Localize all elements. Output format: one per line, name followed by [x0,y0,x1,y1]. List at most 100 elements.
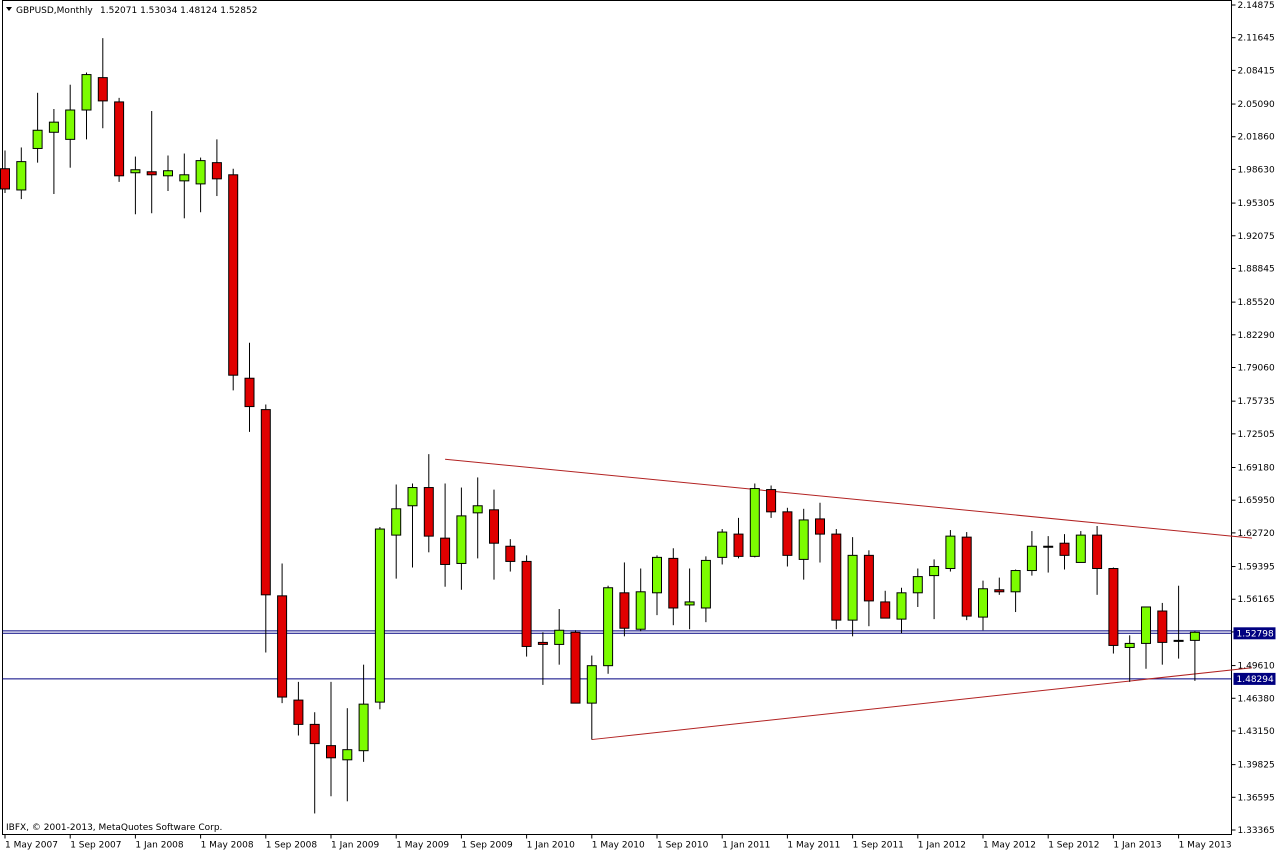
candle-body-bull [945,535,956,570]
candle-body-bear [1092,534,1103,570]
candle [717,529,728,565]
candle-body-bear [1059,542,1070,556]
x-tick-label: 1 May 2007 [5,841,58,851]
candle-body-bull [342,749,353,761]
candle-body-bear [277,595,288,698]
x-tick-label: 1 Jan 2013 [1113,841,1161,851]
x-tick-label: 1 Sep 2012 [1048,841,1099,851]
candle-body-bear [668,557,679,609]
x-tick-label: 1 May 2009 [396,841,449,851]
y-tick-label: 1.88845 [1238,264,1275,274]
y-tick-label: 2.08415 [1238,66,1275,76]
candle-body-bull [163,170,173,177]
y-tick-label: 1.46380 [1238,694,1275,704]
y-tick-label: 1.98630 [1238,165,1275,175]
candle [179,153,190,219]
y-tick-label: 2.14875 [1238,1,1275,11]
candle [749,483,760,558]
y-tick-label: 1.82290 [1238,331,1275,341]
candle [472,477,483,559]
candle [896,587,907,634]
candle-body-bear [782,511,793,556]
candle [684,568,695,630]
candle-body-bear [97,77,108,102]
candle-body-bull [456,515,467,564]
candle [277,563,288,704]
trendline-0 [445,458,1252,539]
candle [521,555,532,657]
price-tag: 1.52798 [1233,627,1276,640]
x-tick-label: 1 Sep 2010 [657,841,709,851]
y-tick-label: 2.05090 [1238,100,1275,110]
candle-body-bear [114,101,125,177]
candle-body-bear [994,589,1005,593]
candle [130,156,141,215]
candle [733,517,744,559]
y-tick-label: 2.11645 [1238,34,1275,44]
candle-body-bull [1141,606,1151,644]
candle [1157,602,1168,665]
candle [766,485,777,518]
candle-body-bear [505,545,516,562]
candle-body-bull [1075,534,1086,563]
candle-body-bull [798,519,809,560]
candle [32,92,43,163]
x-tick-label: 1 May 2011 [787,841,840,851]
candle [978,580,988,631]
x-tick-label: 1 Sep 2008 [266,841,318,851]
candle-body-bear [244,377,255,408]
plot-frame [2,0,1232,835]
candle [554,608,565,665]
y-tick-label: 1.92075 [1238,232,1275,242]
candle [1108,567,1119,654]
candle-body-bear [423,487,434,537]
horizontal-lines [2,630,1232,680]
candle [260,404,271,653]
dropdown-triangle-icon[interactable] [6,7,12,11]
price-tag-box [1233,627,1276,640]
candle-body-bull [65,109,76,140]
candle [668,548,679,626]
candle [342,708,353,802]
candle [81,72,92,140]
candle [16,147,27,200]
candle [863,550,874,627]
y-tick-label: 2.01860 [1238,133,1275,143]
candle-body-bull [179,174,190,182]
candle [440,483,451,587]
y-tick-label: 1.79060 [1238,364,1275,374]
candle-body-bull [749,488,760,557]
candle-body-bull [472,505,483,514]
candle-body-bull [847,554,858,621]
candle [537,632,548,685]
candle-body-bear [880,601,891,619]
y-tick-label: 1.39825 [1238,761,1275,771]
candle [782,507,793,567]
candle-body-bear [766,489,777,513]
y-tick-label: 1.49610 [1238,662,1275,672]
candle [1189,631,1200,681]
candle [961,532,972,621]
candle [97,38,108,129]
x-tick-label: 1 Jan 2010 [527,841,575,851]
candle-body-bull [700,559,711,609]
candle [505,539,516,572]
candle [912,568,923,607]
candle-body-bull [48,121,59,133]
candle [326,681,336,797]
y-tick-label: 1.65950 [1238,496,1275,506]
candle [1043,536,1054,573]
candles [0,38,1200,814]
candle [635,568,646,632]
candle [358,664,369,762]
candle-body-bull [1010,570,1021,593]
price-tag: 1.48294 [1233,672,1276,685]
x-tick-label: 1 May 2013 [1179,841,1232,851]
candle-body-bull [554,629,565,645]
candle-body-bear [815,518,825,535]
candle-body-bear [537,641,548,645]
price-tag-label: 1.48294 [1237,675,1274,685]
candle [195,157,206,213]
candle-body-bear [228,174,239,376]
candle-body-bull [929,565,940,577]
